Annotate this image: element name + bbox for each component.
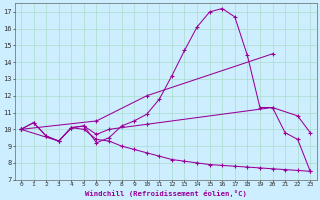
X-axis label: Windchill (Refroidissement éolien,°C): Windchill (Refroidissement éolien,°C) [85, 190, 247, 197]
